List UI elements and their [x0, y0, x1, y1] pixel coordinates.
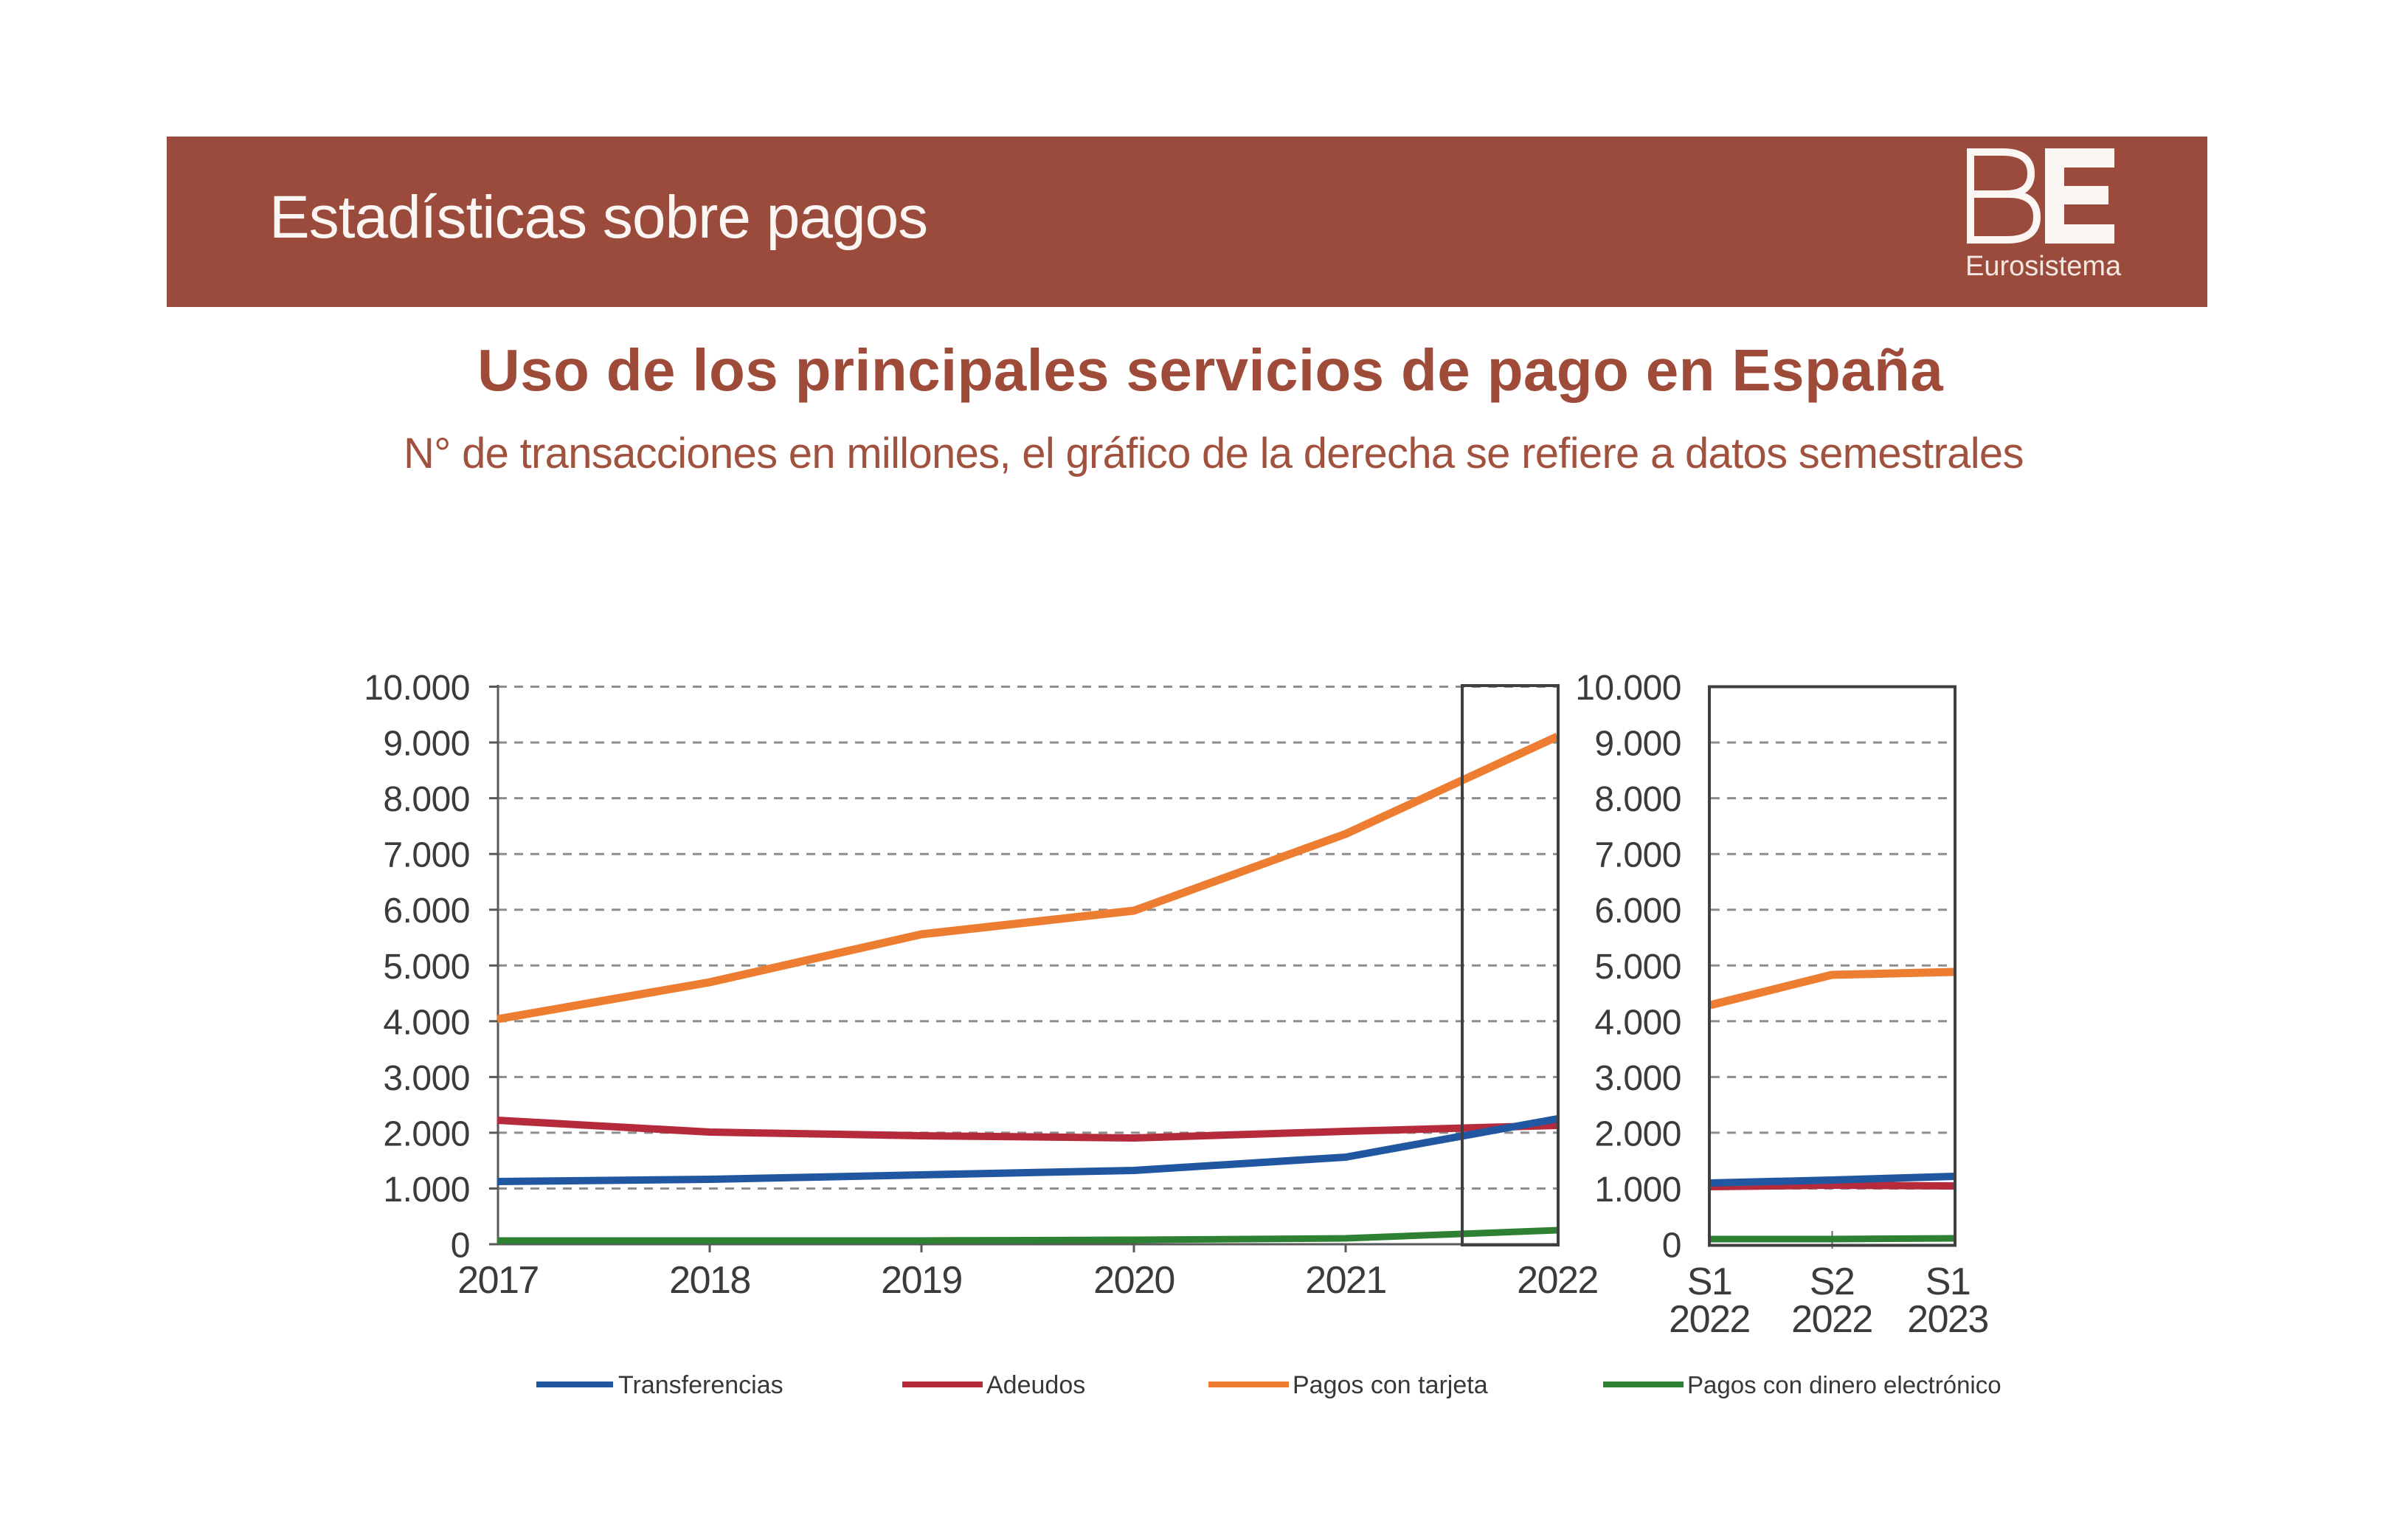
svg-text:8.000: 8.000 — [383, 780, 470, 819]
svg-text:2022: 2022 — [1791, 1298, 1872, 1341]
svg-text:4.000: 4.000 — [1594, 1003, 1681, 1042]
svg-text:7.000: 7.000 — [1594, 836, 1681, 875]
svg-text:2023: 2023 — [1907, 1298, 1988, 1341]
svg-text:1.000: 1.000 — [1594, 1170, 1681, 1210]
svg-text:2022: 2022 — [1669, 1298, 1750, 1341]
svg-text:2.000: 2.000 — [1594, 1114, 1681, 1153]
svg-text:7.000: 7.000 — [383, 836, 470, 875]
svg-text:0: 0 — [1662, 1227, 1681, 1266]
svg-text:4.000: 4.000 — [383, 1003, 470, 1042]
svg-text:Pagos con tarjeta: Pagos con tarjeta — [1293, 1371, 1488, 1399]
svg-text:0: 0 — [451, 1227, 470, 1266]
svg-text:S2: S2 — [1810, 1260, 1855, 1303]
svg-text:2.000: 2.000 — [383, 1114, 470, 1153]
svg-text:Adeudos: Adeudos — [986, 1371, 1085, 1399]
svg-text:2021: 2021 — [1305, 1259, 1386, 1302]
svg-text:Uso de los principales servic: Uso de los principales servicios de pago… — [477, 337, 1943, 403]
svg-text:5.000: 5.000 — [383, 948, 470, 987]
svg-text:3.000: 3.000 — [383, 1059, 470, 1098]
svg-text:10.000: 10.000 — [364, 669, 470, 708]
svg-text:6.000: 6.000 — [1594, 891, 1681, 931]
svg-text:9.000: 9.000 — [383, 725, 470, 764]
svg-text:S1: S1 — [1687, 1260, 1732, 1303]
svg-text:6.000: 6.000 — [383, 891, 470, 931]
svg-text:3.000: 3.000 — [1594, 1059, 1681, 1098]
svg-text:Pagos con dinero electrónico: Pagos con dinero electrónico — [1687, 1371, 2002, 1398]
svg-text:Eurosistema: Eurosistema — [1965, 251, 2122, 282]
svg-text:9.000: 9.000 — [1594, 725, 1681, 764]
svg-text:2020: 2020 — [1093, 1259, 1174, 1302]
svg-text:2017: 2017 — [457, 1259, 539, 1302]
svg-text:2019: 2019 — [881, 1259, 962, 1302]
svg-text:8.000: 8.000 — [1594, 780, 1681, 819]
svg-text:10.000: 10.000 — [1575, 669, 1681, 708]
svg-text:2018: 2018 — [669, 1259, 750, 1302]
svg-text:1.000: 1.000 — [383, 1170, 470, 1210]
svg-text:N° de transacciones en millone: N° de transacciones en millones, el gráf… — [404, 430, 2024, 477]
svg-text:2022: 2022 — [1517, 1259, 1598, 1302]
svg-text:5.000: 5.000 — [1594, 948, 1681, 987]
svg-text:S1: S1 — [1926, 1260, 1971, 1303]
svg-text:Estadísticas sobre pagos: Estadísticas sobre pagos — [269, 184, 927, 251]
svg-text:Transferencias: Transferencias — [618, 1371, 783, 1399]
